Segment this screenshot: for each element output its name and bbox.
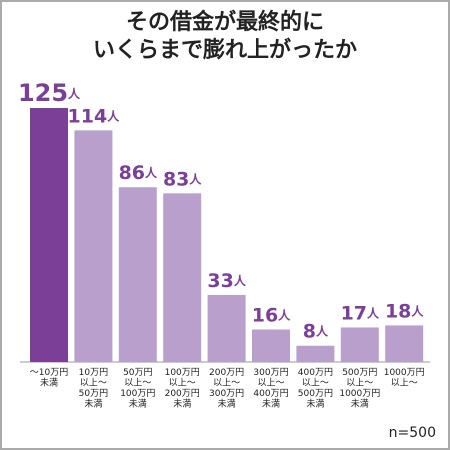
x-tick-label: 〜10万円未満 <box>30 367 68 389</box>
bar <box>207 294 246 362</box>
bar <box>118 187 157 362</box>
bar <box>30 108 68 362</box>
bar <box>340 327 379 362</box>
value-label: 33人 <box>207 269 246 291</box>
x-tick-label: 400万円以上〜 500万円未満 <box>298 367 333 410</box>
x-tick-label: 1000万円以上〜 <box>384 367 425 389</box>
value-label: 16人 <box>252 304 291 326</box>
sample-size: n=500 <box>389 425 436 441</box>
bar <box>385 325 424 362</box>
value-label: 86人 <box>119 162 158 184</box>
bar <box>296 345 335 362</box>
chart-title: いくらまで膨れ上がったか <box>93 37 357 63</box>
x-tick-label: 200万円以上〜 300万円未満 <box>209 367 244 410</box>
x-tick-label: 50万円以上〜 100万円未満 <box>120 367 155 410</box>
value-label: 125人 <box>18 79 81 107</box>
bar <box>74 130 113 362</box>
x-tick-label: 100万円以上〜 200万円未満 <box>165 367 200 410</box>
x-tick-label: 500万円以上〜 1000万円未満 <box>339 367 380 410</box>
value-label: 18人 <box>385 300 424 322</box>
chart-title: その借金が最終的に <box>126 9 324 35</box>
value-label: 114人 <box>68 105 121 127</box>
bar <box>252 329 290 362</box>
value-label: 83人 <box>163 168 202 190</box>
value-label: 8人 <box>303 320 329 342</box>
value-label: 17人 <box>341 302 380 324</box>
x-tick-label: 300万円以上〜 400万円未満 <box>253 367 288 410</box>
x-tick-label: 10万円以上〜 50万円未満 <box>79 367 108 410</box>
bar <box>163 193 202 362</box>
